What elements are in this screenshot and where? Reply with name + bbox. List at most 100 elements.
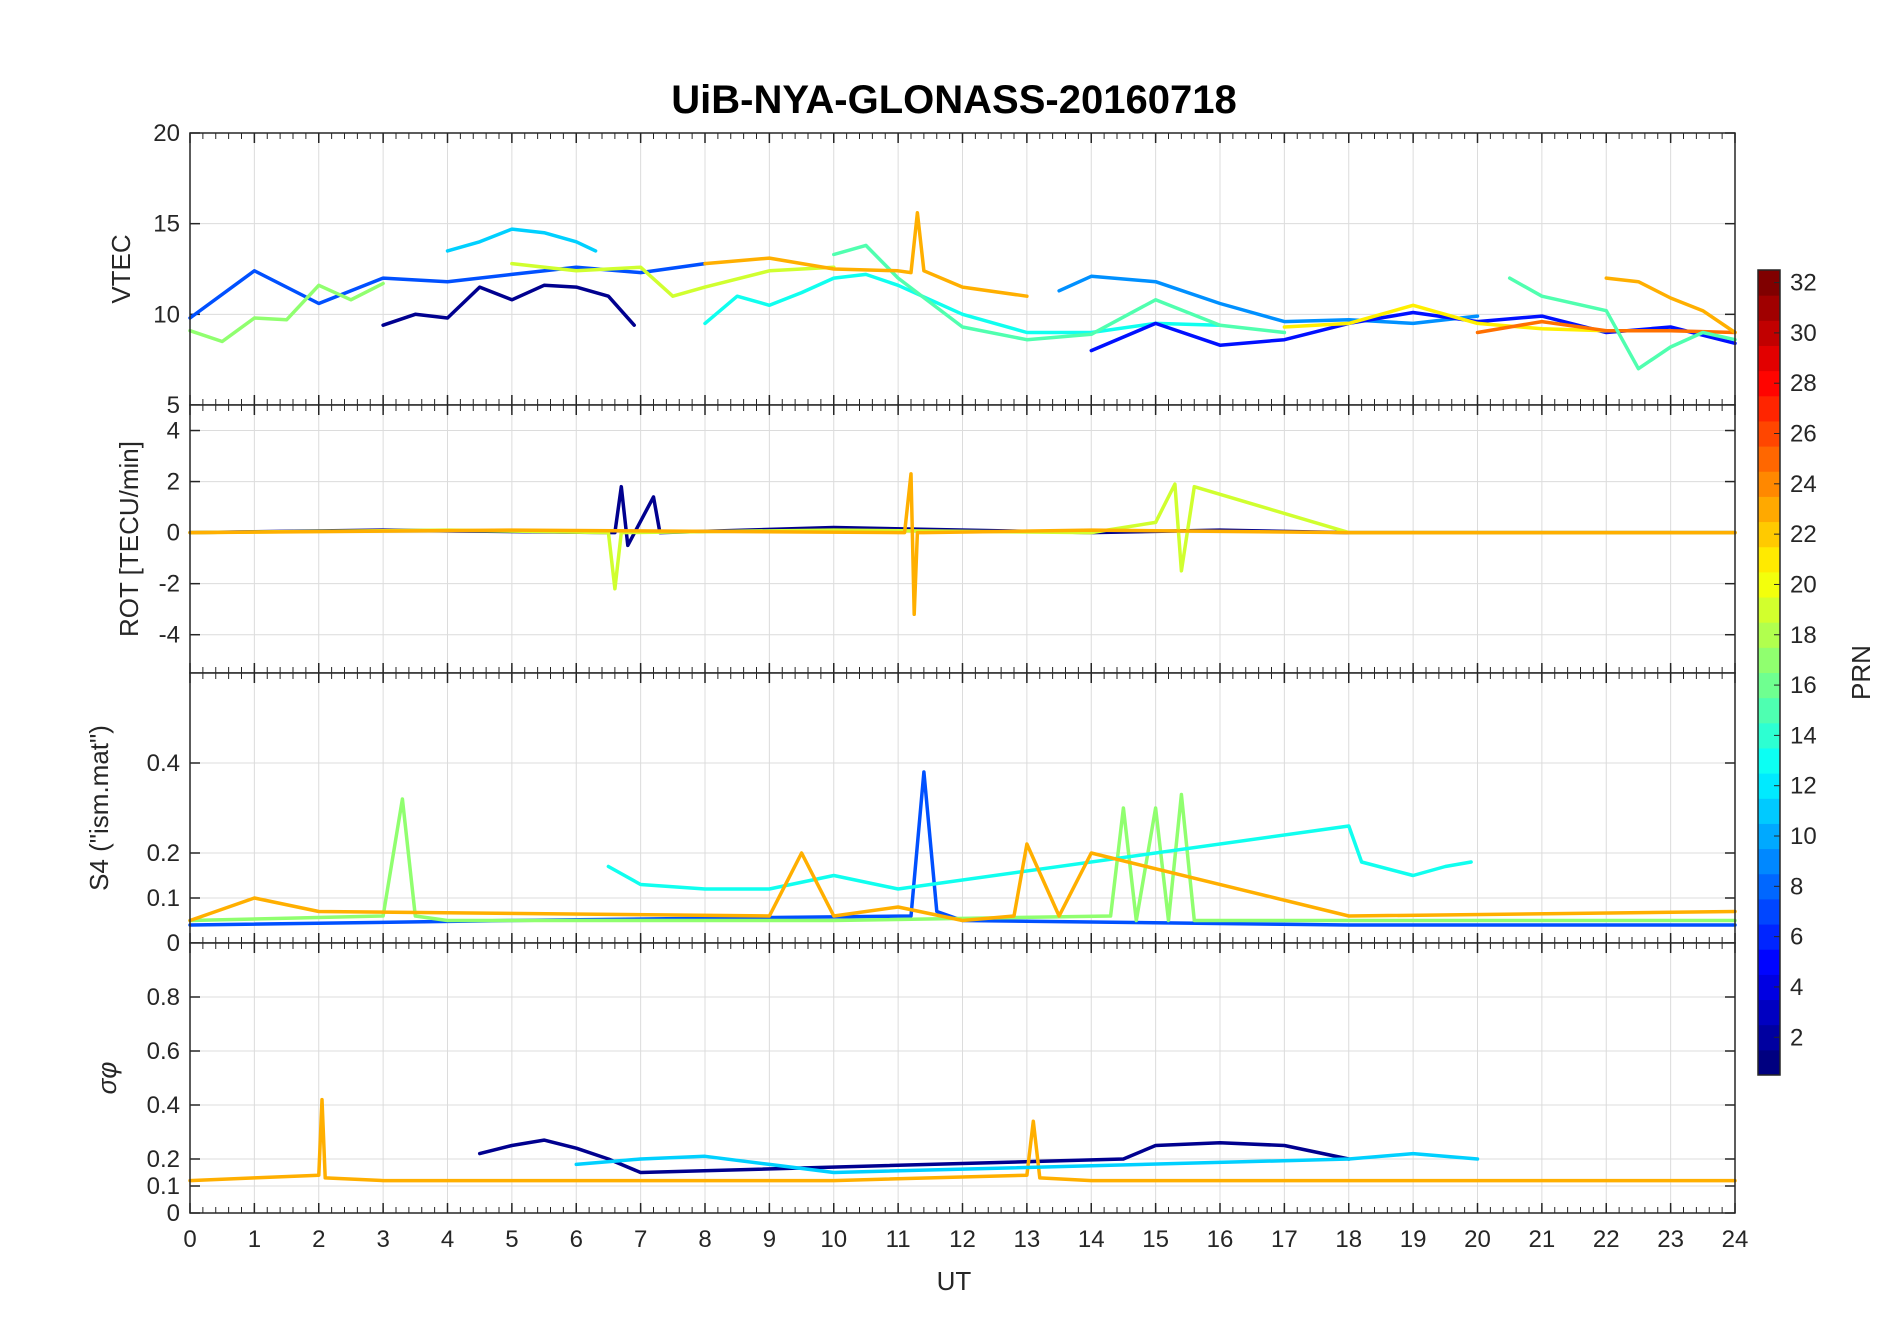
series-line-3 <box>574 1151 1480 1175</box>
y-tick-label: 2 <box>167 469 180 496</box>
colorbar-segment <box>1758 722 1780 749</box>
colorbar-segment <box>1758 999 1780 1026</box>
colorbar-segment <box>1758 597 1780 623</box>
colorbar-segment <box>1758 647 1780 673</box>
series-line-3 <box>188 472 1737 617</box>
colorbar-tick-label: 4 <box>1790 974 1803 1001</box>
series-line-4 <box>510 261 836 298</box>
colorbar-segment <box>1758 521 1780 548</box>
x-tick-label: 22 <box>1593 1226 1620 1253</box>
colorbar-segment <box>1758 546 1780 573</box>
colorbar-tick-label: 32 <box>1790 270 1817 297</box>
colorbar-tick-label: 16 <box>1790 672 1817 699</box>
y-tick-label: 10 <box>153 301 180 328</box>
colorbar-segment <box>1758 924 1780 950</box>
x-tick-label: 9 <box>763 1226 776 1253</box>
colorbar-segment <box>1758 471 1780 497</box>
series-line-7 <box>703 211 1029 298</box>
x-tick-label: 5 <box>505 1226 518 1253</box>
colorbar-segment <box>1758 345 1780 372</box>
series-line-3 <box>381 283 636 327</box>
y-tick-label: 5 <box>167 392 180 419</box>
y-tick-label: -2 <box>159 571 180 598</box>
colorbar-segment <box>1758 1024 1780 1051</box>
colorbar-segment <box>1758 370 1780 397</box>
series-line-3 <box>606 824 1473 891</box>
x-tick-label: 18 <box>1335 1226 1362 1253</box>
colorbar-frame <box>1757 269 1781 1076</box>
colorbar-tick-label: 12 <box>1790 773 1817 800</box>
x-tick-label: 24 <box>1722 1226 1749 1253</box>
series-line-2 <box>188 482 1737 591</box>
colorbar-tick-label: 8 <box>1790 873 1803 900</box>
y-tick-label: 0 <box>167 520 180 547</box>
y-axis-label: VTEC <box>106 234 136 303</box>
y-tick-label: 0 <box>167 930 180 957</box>
y-tick-label: 0.2 <box>147 1146 180 1173</box>
colorbar-segment <box>1758 295 1780 321</box>
subplot-1: 5 10 15 20 VTEC <box>106 120 1737 419</box>
colorbar-segment <box>1758 672 1780 699</box>
x-tick-label: 17 <box>1271 1226 1298 1253</box>
x-tick-label: 3 <box>376 1226 389 1253</box>
x-tick-label: 14 <box>1078 1226 1105 1253</box>
series-line-13 <box>1507 276 1737 371</box>
x-tick-label: 4 <box>441 1226 454 1253</box>
colorbar-segment <box>1758 798 1780 824</box>
x-tick-label: 13 <box>1014 1226 1041 1253</box>
colorbar-segment <box>1758 747 1780 774</box>
subplot-3: 0 0.1 0.2 0.4 S4 ("ism.mat") <box>84 672 1737 957</box>
x-tick-label: 19 <box>1400 1226 1427 1253</box>
subplot-4: 00.10.2 0.4 0.6 0.8 σφ <box>92 942 1737 1227</box>
series-line-8 <box>1057 274 1480 326</box>
x-tick-label: 15 <box>1142 1226 1169 1253</box>
colorbar-segment <box>1758 974 1780 1001</box>
axes-frame <box>189 942 1736 1214</box>
series-line-10 <box>1282 303 1609 333</box>
x-tick-label: 8 <box>698 1226 711 1253</box>
colorbar-segment <box>1758 773 1780 799</box>
colorbar-tick-label: 20 <box>1790 571 1817 598</box>
x-tick-label: 12 <box>949 1226 976 1253</box>
series-line-4 <box>188 842 1737 923</box>
colorbar-segment <box>1758 622 1780 648</box>
colorbar-segment <box>1758 823 1780 850</box>
x-tick-label: 6 <box>570 1226 583 1253</box>
x-tick-label: 10 <box>820 1226 847 1253</box>
y-tick-label: 0.8 <box>147 984 180 1011</box>
colorbar-tick-label: 6 <box>1790 924 1803 951</box>
colorbar-tick-label: 10 <box>1790 823 1817 850</box>
colorbar-segment <box>1758 496 1780 523</box>
y-tick-label: 0.1 <box>147 1173 180 1200</box>
x-tick-label: 11 <box>886 1226 911 1253</box>
colorbar-segment <box>1758 1049 1780 1076</box>
y-tick-label: -4 <box>159 622 180 649</box>
series-line-1 <box>477 1138 1351 1175</box>
colorbar-tick-label: 26 <box>1790 421 1817 448</box>
colorbar-label: PRN <box>1846 645 1876 700</box>
y-tick-label: 0.4 <box>147 1092 180 1119</box>
colorbar-segment <box>1758 446 1780 472</box>
series-line-12 <box>1604 276 1737 335</box>
colorbar-segment <box>1758 420 1780 447</box>
colorbar-tick-label: 30 <box>1790 320 1817 347</box>
x-tick-label: 21 <box>1529 1226 1556 1253</box>
y-tick-label: 0.6 <box>147 1038 180 1065</box>
x-tick-label: 23 <box>1657 1226 1684 1253</box>
y-tick-label: 0 <box>167 1200 180 1227</box>
chart-title: UiB-NYA-GLONASS-20160718 <box>671 78 1236 122</box>
colorbar-tick-label: 28 <box>1790 370 1817 397</box>
y-axis-label: σφ <box>92 1062 122 1095</box>
colorbar-tick-label: 24 <box>1790 471 1817 498</box>
colorbar-segment <box>1758 848 1780 875</box>
series-line-1 <box>188 261 707 320</box>
y-tick-label: 15 <box>153 211 180 238</box>
colorbar-tick-label: 22 <box>1790 521 1817 548</box>
series-line-2 <box>188 792 1737 923</box>
colorbar-segment <box>1758 320 1780 346</box>
x-tick-label: 2 <box>312 1226 325 1253</box>
colorbar-tick-label: 18 <box>1790 622 1817 649</box>
series-line-6 <box>832 243 1287 342</box>
